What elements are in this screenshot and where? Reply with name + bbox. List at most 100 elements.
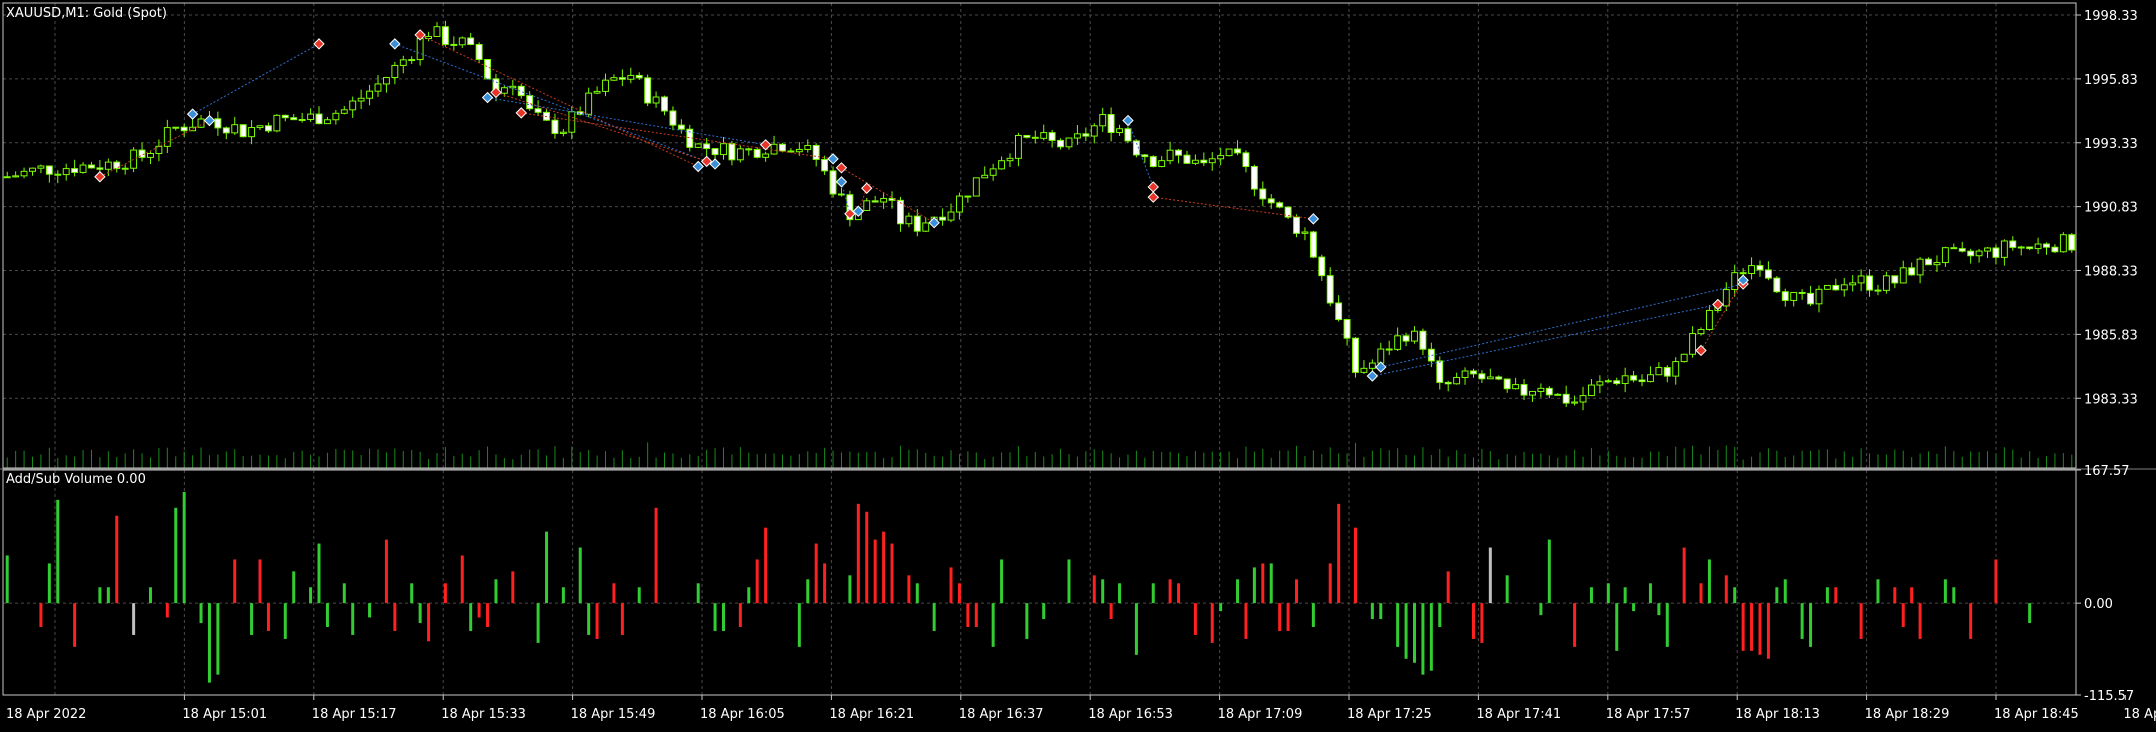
tick-volume: [6, 442, 2073, 468]
buy-close-marker[interactable]: [700, 155, 713, 168]
add-sub-volume-bar: [721, 603, 725, 631]
candle-body: [1815, 288, 1823, 305]
candle-body: [762, 153, 770, 158]
buy-close-marker[interactable]: [759, 139, 772, 151]
y-tick-label: 167.57: [2084, 464, 2130, 479]
candle-body: [1352, 337, 1359, 373]
buy-open-marker[interactable]: [835, 176, 848, 188]
candle-body: [829, 170, 837, 195]
sell-open-marker[interactable]: [1147, 191, 1159, 203]
candle-body: [264, 125, 272, 132]
sell-open-marker[interactable]: [861, 182, 873, 194]
sell-close-marker[interactable]: [1307, 213, 1320, 225]
sell-open-marker[interactable]: [94, 171, 106, 183]
buy-open-marker[interactable]: [186, 108, 199, 120]
sell-close-marker[interactable]: [203, 114, 216, 127]
candle-body: [1478, 373, 1486, 380]
add-sub-volume-bar: [182, 491, 186, 604]
x-tick-label: 18 Apr 16:37: [959, 707, 1044, 722]
candle-body: [804, 144, 812, 150]
sell-close-marker[interactable]: [827, 153, 839, 165]
candle-body: [1183, 154, 1191, 164]
buy-open-marker[interactable]: [389, 38, 401, 50]
add-sub-volume-bar: [106, 587, 110, 604]
x-tick-label: 18 Apr 18:45: [1994, 707, 2079, 722]
x-tick-label: 18 Apr 16:05: [700, 707, 785, 722]
add-sub-volume-bar: [1236, 579, 1240, 604]
add-sub-volume-bar: [207, 603, 211, 683]
sell-close-marker[interactable]: [709, 158, 721, 170]
chart-title: XAUUSD,M1: Gold (Spot): [6, 6, 167, 21]
add-sub-volume-bar: [1775, 587, 1779, 604]
candle-body: [239, 124, 247, 138]
add-sub-volume-bar: [1648, 583, 1652, 604]
trade-lines: [99, 34, 1744, 377]
add-sub-volume-bar: [1042, 603, 1046, 620]
add-sub-volume-bar: [1278, 603, 1282, 631]
candle-body: [509, 85, 517, 89]
add-sub-volume-bar: [932, 603, 936, 631]
add-sub-volume-bar: [1893, 587, 1897, 604]
candle-body: [534, 108, 542, 113]
sell-open-marker[interactable]: [1695, 344, 1707, 357]
add-sub-volume-bar: [1396, 603, 1400, 647]
add-sub-volume-bar: [587, 603, 591, 635]
sell-open-marker[interactable]: [515, 107, 527, 119]
candle-body: [1284, 206, 1292, 218]
buy-open-marker[interactable]: [1122, 114, 1134, 127]
buy-close-marker[interactable]: [313, 38, 325, 50]
add-sub-volume-bar: [2028, 603, 2032, 624]
candle-body: [1663, 367, 1671, 377]
sell-close-marker[interactable]: [1737, 274, 1749, 286]
buy-close-marker[interactable]: [844, 208, 856, 220]
sell-open-marker[interactable]: [835, 162, 848, 174]
buy-open-marker[interactable]: [1366, 370, 1379, 382]
candle-body: [1857, 275, 1865, 284]
add-sub-volume-bar: [427, 603, 431, 642]
candle-body: [1773, 277, 1781, 293]
candle-body: [1132, 140, 1140, 156]
candle-body: [1908, 267, 1916, 276]
sell-open-marker[interactable]: [490, 86, 502, 99]
sell-open-marker[interactable]: [414, 29, 426, 41]
trade-markers[interactable]: [94, 29, 1749, 382]
candle-body: [45, 165, 53, 175]
buy-open-marker[interactable]: [1375, 361, 1387, 373]
candle-body: [399, 59, 407, 66]
candle-body: [450, 43, 458, 46]
candle-body: [1267, 198, 1275, 204]
add-sub-volume-bar: [1118, 583, 1122, 604]
candle-body: [1630, 375, 1638, 381]
buy-open-marker[interactable]: [481, 91, 494, 104]
x-tick-label: 18 Apr 16:53: [1088, 707, 1173, 722]
add-sub-volume-bar: [1261, 563, 1265, 604]
sell-close-marker[interactable]: [852, 205, 865, 217]
add-sub-volume-bar: [1539, 603, 1543, 616]
sell-close-marker[interactable]: [692, 160, 704, 173]
candle-body: [1065, 137, 1073, 148]
candle-body: [20, 170, 28, 177]
buy-close-marker[interactable]: [1712, 298, 1724, 311]
add-sub-volume-bar: [1766, 603, 1770, 659]
candle-body: [2009, 240, 2017, 248]
candle-body: [1158, 160, 1166, 168]
candle-body: [1326, 275, 1334, 304]
add-sub-volume-bar: [907, 575, 911, 604]
candle-body: [113, 161, 121, 170]
add-sub-volume-bar: [351, 603, 355, 635]
y-tick-label: 1988.33: [2084, 265, 2138, 280]
add-sub-volume-bar: [966, 603, 970, 628]
candle-body: [1099, 114, 1107, 127]
candle-body: [1470, 370, 1477, 375]
candle-body: [1234, 148, 1241, 154]
add-sub-volume-bar: [848, 575, 852, 604]
trade-line: [394, 43, 707, 162]
candle-body: [517, 85, 525, 97]
candle-body: [1925, 258, 1932, 266]
candle-body: [2043, 243, 2050, 248]
x-tick-label: 18 Apr 18:29: [1865, 707, 1950, 722]
candle-body: [1992, 247, 2000, 258]
sell-close-marker[interactable]: [928, 217, 940, 229]
add-sub-volume-bar: [1657, 603, 1661, 616]
